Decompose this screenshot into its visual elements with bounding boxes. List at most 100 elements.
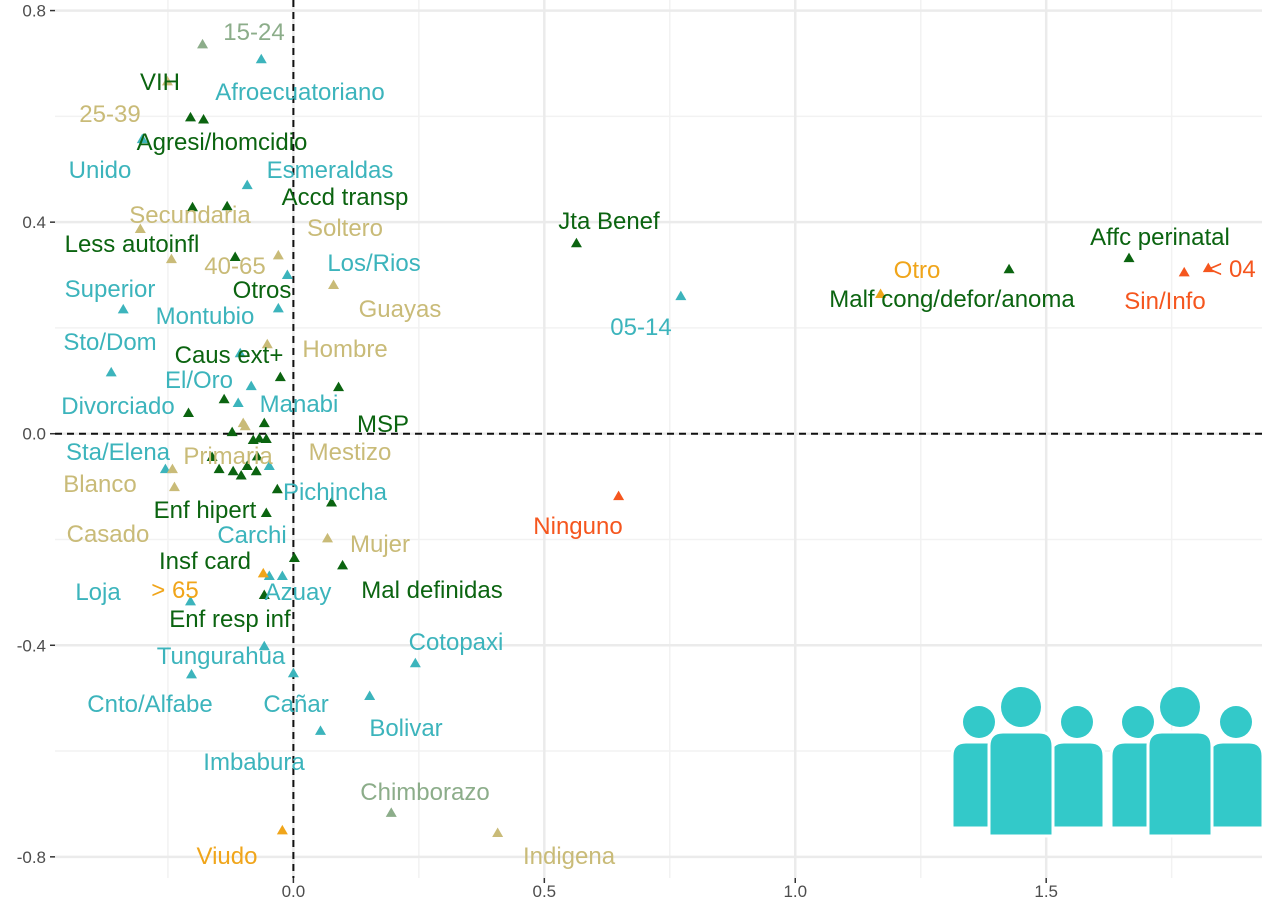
point-marker [281,269,293,280]
points [105,38,1214,838]
point-marker [326,496,338,507]
person-head-icon [1122,706,1154,738]
y-tick-label: -0.8 [17,848,46,867]
point-label: 25-39 [79,101,140,128]
y-tick-label: 0.0 [22,425,46,444]
point-marker [227,465,239,476]
point-label: Otros [233,277,292,304]
point-label: Primaria [183,443,273,470]
point-label: Agresi/homcidio [137,129,308,156]
point-label: Loja [75,579,121,606]
point-label: Divorciado [61,393,174,420]
x-tick-label: 0.0 [282,882,306,901]
point-label: < 04 [1208,256,1255,283]
point-marker [197,38,209,49]
person-head-icon [1061,706,1093,738]
point-label: Montubio [156,303,255,330]
point-marker [185,111,197,122]
point-label: VIH [140,69,180,96]
point-label: Los/Rios [327,250,420,277]
point-marker [328,279,340,290]
point-label: Ninguno [533,513,622,540]
point-label: Insf card [159,548,251,575]
point-marker [1003,263,1015,274]
point-marker [245,380,257,391]
person-body-icon [1146,730,1214,838]
person-head-icon [1160,687,1200,727]
point-label: Unido [69,157,132,184]
point-label: Hombre [302,336,387,363]
point-marker [1123,252,1135,263]
point-marker [221,200,233,211]
point-marker [272,249,284,260]
point-marker [675,290,687,301]
point-label: 40-65 [204,253,265,280]
point-marker [105,366,117,377]
point-marker [257,567,269,578]
point-label: Manabi [260,391,339,418]
person-body-icon [1048,740,1106,830]
point-label: Jta Benef [558,208,660,235]
point-label: Less autoinfl [65,231,200,258]
point-marker [165,253,177,264]
point-marker [218,393,230,404]
point-marker [198,114,210,124]
point-label: Esmeraldas [267,157,394,184]
point-label: Afroecuatoriano [215,79,384,106]
point-marker [182,407,194,418]
point-label: El/Oro [165,367,233,394]
point-marker [239,420,251,431]
point-label: Mujer [350,531,410,558]
point-labels: Afroecuatoriano Unido Esmeraldas SuperiorMo… [61,19,1255,870]
point-marker [322,532,334,543]
point-marker [288,552,300,562]
axis-ticks: 0.8 0.4 0.0 -0.4 -0.8 0.0 0.5 1.0 1.5 [17,2,1058,901]
point-label: Indigena [523,843,616,870]
point-marker [229,251,241,262]
point-marker [337,559,349,570]
point-marker [258,640,270,651]
person-head-icon [1220,706,1252,738]
point-label: Secundaria [129,202,251,229]
point-label: Accd transp [282,184,409,211]
point-marker [287,667,299,678]
point-marker [186,668,198,679]
point-marker [261,338,273,349]
point-marker [1202,262,1214,273]
point-marker [185,595,197,606]
point-label: > 65 [151,577,198,604]
person-body-icon [1207,740,1265,830]
point-marker [117,303,129,314]
point-marker [136,133,148,144]
point-label: Imbabura [203,749,305,776]
point-marker [260,433,272,443]
point-label: Mestizo [309,439,392,466]
point-label: Affc perinatal [1090,224,1230,251]
point-label: Malf cong/defor/anoma [829,286,1075,313]
point-marker [276,570,288,580]
point-marker [232,397,244,408]
x-tick-label: 1.5 [1034,882,1058,901]
y-tick-label: -0.4 [17,636,46,655]
point-marker [364,690,376,701]
point-label: Enf hipert [154,497,257,524]
point-marker [263,570,275,580]
point-marker [260,507,272,518]
point-label: Bolivar [369,715,442,742]
point-marker [258,589,270,600]
person-head-icon [1001,687,1041,727]
point-label: Blanco [63,471,136,498]
point-label: Superior [65,276,156,303]
person-body-icon [987,730,1055,838]
point-label: Azuay [265,579,332,606]
point-label: Sta/Elena [66,439,171,466]
point-marker [274,371,286,382]
x-tick-label: 1.0 [783,882,807,901]
point-label: Otro [894,257,941,284]
point-label: Guayas [359,296,442,323]
point-marker [251,450,263,461]
point-label: Cnto/Alfabe [87,691,212,718]
y-tick-label: 0.4 [22,213,46,232]
point-label: Sin/Info [1124,288,1205,315]
point-label: MSP [357,411,409,438]
